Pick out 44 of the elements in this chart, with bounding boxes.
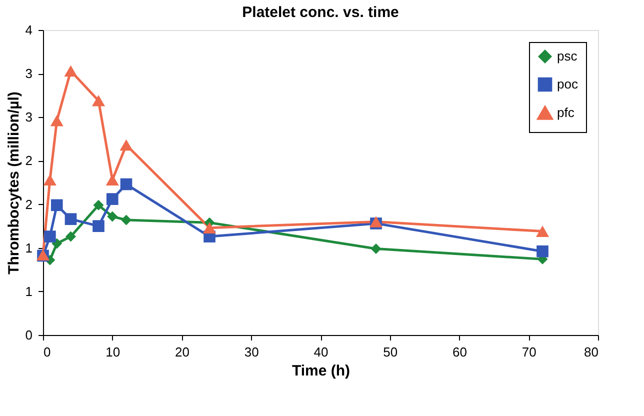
y-tick-label: 4 — [25, 22, 32, 38]
point — [52, 238, 62, 249]
legend-label: pfc — [557, 105, 575, 120]
point — [106, 174, 119, 186]
point — [64, 65, 78, 77]
legend-label: poc — [557, 76, 578, 92]
y-axis-title: Thrombocytes (million/µl) — [5, 92, 22, 274]
x-tick-label: 50 — [383, 344, 398, 360]
y-tick-label: 1 — [25, 284, 32, 299]
point — [50, 114, 64, 126]
x-tick-label: 80 — [584, 344, 598, 360]
point — [106, 193, 118, 205]
point — [43, 174, 56, 186]
point — [536, 245, 548, 258]
x-tick-label: 40 — [314, 344, 328, 360]
legend-label: psc — [557, 48, 578, 64]
y-tick-label: 2 — [25, 153, 32, 168]
x-axis-title: Time (h) — [292, 362, 350, 380]
point — [121, 214, 132, 226]
point — [120, 139, 133, 151]
point — [50, 199, 63, 212]
point — [92, 94, 106, 106]
point — [64, 213, 77, 226]
point — [107, 211, 118, 222]
point — [536, 226, 550, 237]
y-tick-label: 1 — [25, 240, 32, 256]
x-tick-label: 70 — [522, 344, 536, 360]
point — [66, 231, 76, 242]
y-tick-label: 3 — [25, 66, 32, 82]
point — [44, 230, 56, 242]
y-tick-label: 3 — [25, 110, 32, 125]
y-tick-label: 0 — [25, 328, 32, 342]
point — [120, 178, 132, 190]
point — [370, 243, 382, 254]
point — [202, 222, 216, 234]
x-tick-label: 30 — [244, 344, 259, 360]
point — [93, 200, 104, 210]
point — [92, 220, 104, 232]
x-tick-label: 10 — [106, 344, 120, 360]
x-tick-label: 20 — [175, 344, 190, 360]
y-tick-label: 2 — [25, 196, 32, 212]
x-tick-label: 0 — [44, 344, 51, 360]
chart-title: Platelet conc. vs. time — [242, 4, 399, 21]
x-tick-label: 60 — [452, 344, 467, 360]
